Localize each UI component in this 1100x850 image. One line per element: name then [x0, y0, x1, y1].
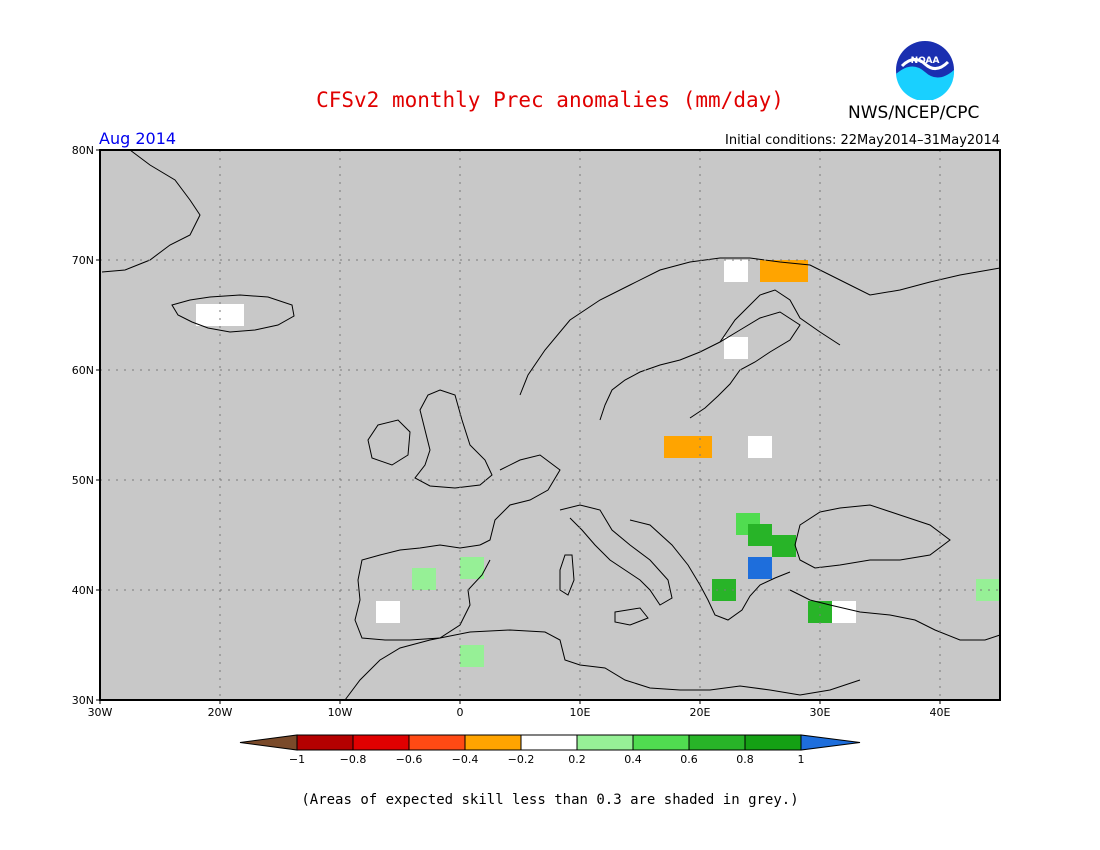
anomaly-cell-11 — [772, 535, 796, 557]
skill-footnote: (Areas of expected skill less than 0.3 a… — [301, 792, 799, 808]
sardinia-coast — [559, 554, 575, 596]
ireland-coast — [367, 419, 411, 466]
colorbar-tick-label: 0.2 — [568, 753, 586, 766]
lon-label: 0 — [457, 706, 464, 719]
graticule — [100, 150, 1000, 700]
lat-label: 70N — [72, 254, 94, 267]
anomaly-cell-12 — [748, 557, 772, 579]
colorbar-segment — [576, 734, 634, 751]
anomaly-cell-3 — [760, 260, 784, 282]
colorbar-segment — [520, 734, 578, 751]
colorbar-segment — [296, 734, 354, 751]
colorbar-segment — [352, 734, 410, 751]
colorbar-tick-label: −0.8 — [340, 753, 367, 766]
lon-label: 10E — [570, 706, 591, 719]
anomaly-cell-14 — [808, 601, 832, 623]
france-coast — [479, 454, 561, 546]
logo-text: NOAA — [911, 56, 940, 66]
turkey-coast — [789, 589, 1001, 641]
lat-label: 80N — [72, 144, 94, 157]
finland-coast — [719, 289, 841, 346]
colorbar-high-arrow — [800, 734, 861, 751]
colorbar-tick-label: −0.6 — [396, 753, 423, 766]
anomaly-cell-15 — [832, 601, 856, 623]
colorbar-segment — [688, 734, 746, 751]
balkans-coast — [629, 519, 791, 621]
lon-label: 20E — [690, 706, 711, 719]
colorbar-segment — [408, 734, 466, 751]
anomaly-cell-19 — [460, 645, 484, 667]
lat-label: 60N — [72, 364, 94, 377]
black-sea-coast — [794, 504, 951, 569]
map-frame — [99, 149, 1001, 701]
colorbar-tick-label: −1 — [289, 753, 305, 766]
colorbar-tick-label: 0.4 — [624, 753, 642, 766]
initial-conditions: Initial conditions: 22May2014–31May2014 — [725, 133, 1000, 148]
forecast-period: Aug 2014 — [99, 129, 177, 148]
colorbar-segment — [632, 734, 690, 751]
anomaly-cell-1 — [220, 304, 244, 326]
britain-coast — [414, 389, 493, 489]
agency-label: NWS/NCEP/CPC — [848, 103, 980, 123]
colorbar-segment — [464, 734, 522, 751]
lat-label: 40N — [72, 584, 94, 597]
lon-label: 40E — [930, 706, 951, 719]
greenland-coast — [101, 149, 201, 273]
lon-label: 30E — [810, 706, 831, 719]
colorbar-tick-label: −0.2 — [508, 753, 535, 766]
colorbar-tick-label: 0.6 — [680, 753, 698, 766]
anomaly-cell-10 — [748, 524, 772, 546]
baltic-coast — [599, 311, 801, 421]
italy-coast — [559, 504, 673, 606]
iceland-coast — [171, 294, 295, 333]
colorbar-tick-label: 1 — [798, 753, 805, 766]
scandinavia-coast — [519, 257, 1001, 396]
anomaly-cell-2 — [724, 260, 748, 282]
lat-label: 50N — [72, 474, 94, 487]
iberia-coast — [354, 544, 491, 641]
colorbar-segment — [744, 734, 802, 751]
anomaly-cell-4 — [784, 260, 808, 282]
colorbar-legend — [239, 734, 861, 751]
anomaly-cell-17 — [412, 568, 436, 590]
lon-label: 30W — [88, 706, 113, 719]
anomaly-cell-8 — [748, 436, 772, 458]
map-background — [100, 150, 1000, 700]
lon-label: 20W — [208, 706, 233, 719]
chart-title: CFSv2 monthly Prec anomalies (mm/day) — [316, 88, 784, 112]
colorbar-tick-label: −0.4 — [452, 753, 479, 766]
sicily-coast — [614, 607, 649, 626]
coastlines — [101, 149, 1001, 701]
colorbar-low-arrow — [239, 734, 298, 751]
lon-label: 10W — [328, 706, 353, 719]
anomaly-cell-0 — [196, 304, 220, 326]
anomaly-cell-6 — [664, 436, 688, 458]
lat-label: 30N — [72, 694, 94, 707]
anomaly-cell-5 — [724, 337, 748, 359]
colorbar-tick-label: 0.8 — [736, 753, 754, 766]
anomaly-cell-18 — [460, 557, 484, 579]
anomaly-cell-16 — [376, 601, 400, 623]
noaa-logo: NOAA — [896, 41, 955, 100]
north-africa-coast — [344, 629, 861, 701]
